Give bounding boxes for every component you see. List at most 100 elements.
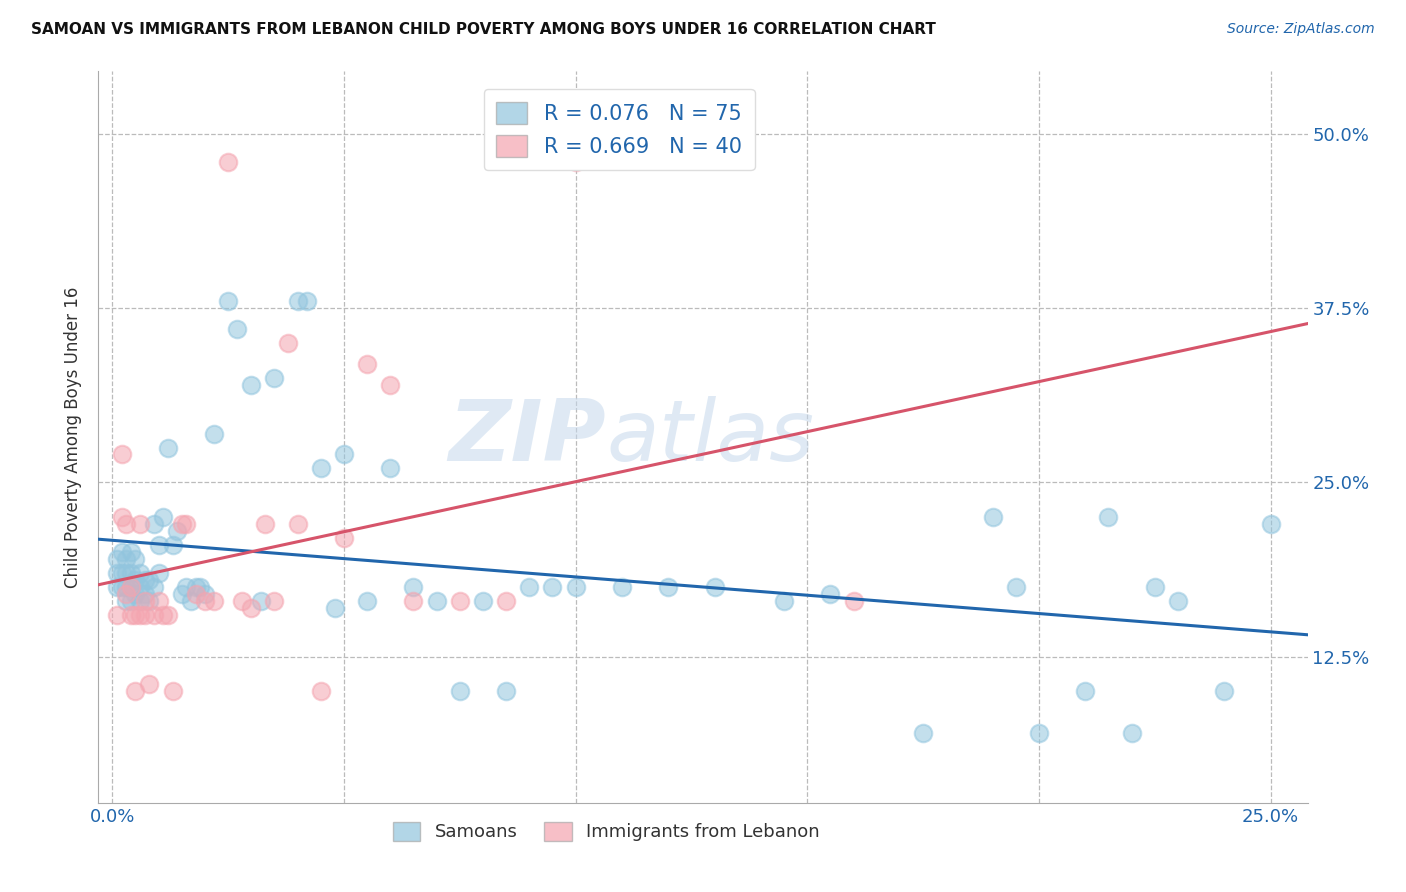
Point xyxy=(240,600,263,615)
Point xyxy=(231,594,253,608)
Point xyxy=(124,684,146,698)
Point xyxy=(110,545,132,559)
Point xyxy=(148,594,170,608)
Point xyxy=(495,594,517,608)
Point xyxy=(912,726,935,740)
Point xyxy=(356,357,378,371)
Point xyxy=(170,517,193,532)
Point xyxy=(1167,594,1189,608)
Point xyxy=(105,566,128,580)
Point xyxy=(194,587,217,601)
Point xyxy=(703,580,725,594)
Point xyxy=(105,552,128,566)
Point xyxy=(120,580,142,594)
Point xyxy=(426,594,449,608)
Point xyxy=(120,580,142,594)
Point xyxy=(610,580,633,594)
Point xyxy=(249,594,271,608)
Point xyxy=(152,607,174,622)
Text: SAMOAN VS IMMIGRANTS FROM LEBANON CHILD POVERTY AMONG BOYS UNDER 16 CORRELATION : SAMOAN VS IMMIGRANTS FROM LEBANON CHILD … xyxy=(31,22,936,37)
Point xyxy=(110,580,132,594)
Point xyxy=(309,461,332,475)
Point xyxy=(202,594,225,608)
Point xyxy=(380,461,402,475)
Point xyxy=(202,426,225,441)
Point xyxy=(120,607,142,622)
Point xyxy=(981,510,1004,524)
Point xyxy=(217,155,239,169)
Point xyxy=(323,600,346,615)
Point xyxy=(657,580,679,594)
Point xyxy=(124,573,146,587)
Point xyxy=(138,677,160,691)
Point xyxy=(1028,726,1050,740)
Point xyxy=(449,594,471,608)
Point xyxy=(162,684,184,698)
Point xyxy=(1121,726,1143,740)
Point xyxy=(517,580,540,594)
Point xyxy=(1143,580,1166,594)
Point xyxy=(162,538,184,552)
Text: atlas: atlas xyxy=(606,395,814,479)
Point xyxy=(287,294,309,309)
Point xyxy=(110,448,132,462)
Point xyxy=(115,594,138,608)
Point xyxy=(471,594,494,608)
Point xyxy=(226,322,249,336)
Point xyxy=(263,371,285,385)
Point xyxy=(1097,510,1119,524)
Point xyxy=(309,684,332,698)
Point xyxy=(180,594,202,608)
Point xyxy=(143,517,166,532)
Point xyxy=(564,580,586,594)
Point xyxy=(143,580,166,594)
Point xyxy=(120,545,142,559)
Point xyxy=(120,594,142,608)
Point xyxy=(129,594,152,608)
Point xyxy=(134,594,156,608)
Point xyxy=(1074,684,1097,698)
Point xyxy=(188,580,211,594)
Point xyxy=(541,580,564,594)
Point xyxy=(129,517,152,532)
Point xyxy=(134,607,156,622)
Point xyxy=(129,566,152,580)
Point xyxy=(115,566,138,580)
Point xyxy=(773,594,796,608)
Point xyxy=(287,517,309,532)
Y-axis label: Child Poverty Among Boys Under 16: Child Poverty Among Boys Under 16 xyxy=(65,286,83,588)
Point xyxy=(134,573,156,587)
Point xyxy=(277,336,299,351)
Point xyxy=(134,587,156,601)
Point xyxy=(217,294,239,309)
Point xyxy=(138,594,160,608)
Point xyxy=(564,155,586,169)
Point xyxy=(148,538,170,552)
Point xyxy=(194,594,217,608)
Point xyxy=(110,566,132,580)
Point xyxy=(124,587,146,601)
Point xyxy=(176,580,198,594)
Point xyxy=(129,607,152,622)
Point xyxy=(110,510,132,524)
Point xyxy=(105,607,128,622)
Point xyxy=(124,607,146,622)
Point xyxy=(184,587,207,601)
Point xyxy=(115,517,138,532)
Point xyxy=(254,517,277,532)
Point xyxy=(170,587,193,601)
Point xyxy=(449,684,471,698)
Point xyxy=(152,510,174,524)
Point xyxy=(1004,580,1026,594)
Legend: Samoans, Immigrants from Lebanon: Samoans, Immigrants from Lebanon xyxy=(385,814,827,848)
Text: Source: ZipAtlas.com: Source: ZipAtlas.com xyxy=(1227,22,1375,37)
Point xyxy=(115,587,138,601)
Point xyxy=(129,580,152,594)
Point xyxy=(156,441,179,455)
Point xyxy=(166,524,188,538)
Point xyxy=(115,552,138,566)
Point xyxy=(124,552,146,566)
Point xyxy=(143,607,166,622)
Point xyxy=(333,531,356,545)
Point xyxy=(1260,517,1282,532)
